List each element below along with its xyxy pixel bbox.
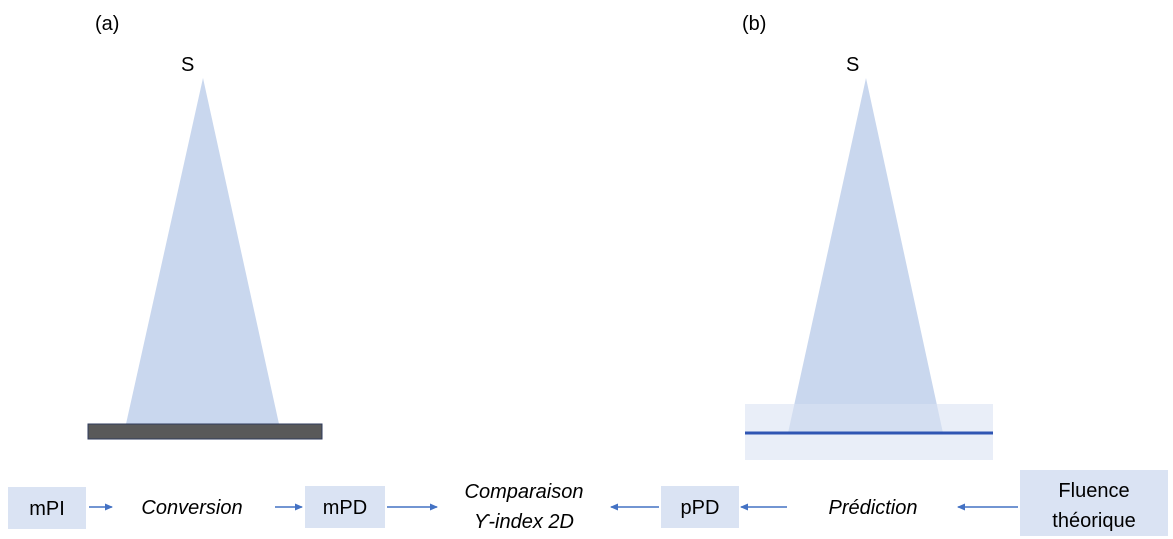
mpd-box [305, 486, 385, 528]
fluence-label-line2: théorique [1052, 510, 1135, 532]
prediction-label: Prédiction [829, 497, 918, 519]
mpi-label: mPI [29, 498, 65, 520]
panel-b-source-label: S [846, 54, 859, 76]
comparison-label-line1: Comparaison [465, 481, 584, 503]
panel-b: (b) S [742, 13, 993, 460]
panel-b-beam-cone [788, 78, 943, 433]
panel-a: (a) S [87, 13, 323, 440]
ppd-box [661, 486, 739, 528]
conversion-label: Conversion [141, 497, 242, 519]
panel-a-detector-plate [87, 423, 323, 440]
panel-a-source-label: S [181, 54, 194, 76]
ppd-label: pPD [681, 497, 720, 519]
fluence-box [1020, 470, 1168, 536]
comparison-label-line2: ϒ-index 2D [474, 511, 574, 533]
fluence-label-line1: Fluence [1058, 480, 1129, 502]
panel-a-beam-cone [126, 78, 279, 424]
mpi-box [8, 487, 86, 529]
workflow: mPI Conversion mPD Comparaison ϒ-index 2… [8, 470, 1168, 536]
panel-a-label: (a) [95, 13, 119, 35]
panel-b-label: (b) [742, 13, 766, 35]
mpd-label: mPD [323, 497, 367, 519]
